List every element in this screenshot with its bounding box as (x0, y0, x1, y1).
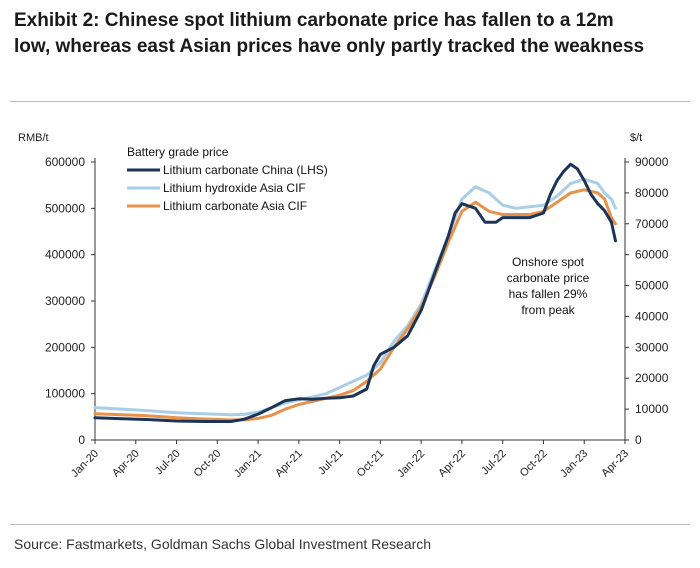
left-tick-label: 300000 (45, 294, 85, 308)
legend-label: Lithium hydroxide Asia CIF (163, 181, 306, 195)
x-tick-label: Jan-21 (232, 448, 264, 480)
right-tick-label: 80000 (635, 186, 669, 200)
left-axis: 0 100000 200000 300000 400000 500000 600000 (45, 155, 96, 447)
x-tick-label: Apr-23 (599, 448, 631, 480)
annotation-line: Onshore spot (512, 255, 585, 269)
left-tick-label: 600000 (45, 155, 85, 169)
right-tick-label: 40000 (635, 309, 669, 323)
annotation-line: from peak (521, 303, 575, 317)
x-tick-label: Oct-20 (192, 448, 224, 480)
x-tick-label: Apr-22 (436, 448, 468, 480)
source-note: Source: Fastmarkets, Goldman Sachs Globa… (14, 536, 432, 552)
legend: Battery grade price Lithium carbonate Ch… (127, 145, 328, 213)
right-tick-label: 50000 (635, 279, 669, 293)
left-tick-label: 100000 (45, 387, 85, 401)
x-axis: Jan-20 Apr-20 Jul-20 Oct-20 Jan-21 Apr-21 Jul-… (69, 439, 631, 480)
x-tick-label: Jan-23 (558, 448, 590, 480)
x-tick-label: Jan-20 (69, 448, 101, 480)
legend-label: Lithium carbonate Asia CIF (163, 199, 307, 213)
left-tick-label: 500000 (45, 201, 85, 215)
right-tick-label: 30000 (635, 340, 669, 354)
left-tick-label: 200000 (45, 340, 85, 354)
x-tick-label: Jul-22 (479, 448, 509, 478)
x-tick-label: Oct-21 (355, 448, 387, 480)
right-axis-unit: $/t (630, 132, 642, 144)
x-tick-label: Jan-22 (395, 448, 427, 480)
price-chart: RMB/t $/t 010000020000030000040000050000… (18, 132, 669, 480)
x-tick-label: Jul-20 (153, 448, 183, 478)
left-tick-label: 400000 (45, 248, 85, 262)
right-tick-label: 0 (635, 433, 642, 447)
legend-label: Lithium carbonate China (LHS) (163, 163, 328, 177)
top-divider (10, 101, 690, 102)
series-line-0 (93, 162, 617, 423)
right-tick-label: 10000 (635, 402, 669, 416)
annotation-line: carbonate price (507, 271, 590, 285)
series-lines (93, 162, 617, 423)
right-tick-label: 70000 (635, 217, 669, 231)
right-tick-label: 90000 (635, 155, 669, 169)
x-tick-label: Apr-20 (110, 448, 142, 480)
left-axis-unit: RMB/t (18, 132, 49, 144)
right-axis: 0 10000 20000 30000 40000 50000 60000 70000 8000… (624, 155, 669, 447)
right-tick-label: 20000 (635, 371, 669, 385)
right-tick-label: 60000 (635, 248, 669, 262)
annotation-line: has fallen 29% (509, 287, 588, 301)
left-tick-label: 0 (78, 433, 85, 447)
series-line-1 (93, 177, 617, 417)
annotation: Onshore spot carbonate price has fallen 29… (507, 255, 590, 317)
legend-title: Battery grade price (127, 145, 229, 159)
x-tick-label: Jul-21 (316, 448, 346, 478)
exhibit-title: Exhibit 2: Chinese spot lithium carbonat… (14, 10, 645, 57)
x-tick-label: Apr-21 (273, 448, 305, 480)
bottom-divider (10, 524, 690, 525)
x-tick-label: Oct-22 (518, 448, 550, 480)
